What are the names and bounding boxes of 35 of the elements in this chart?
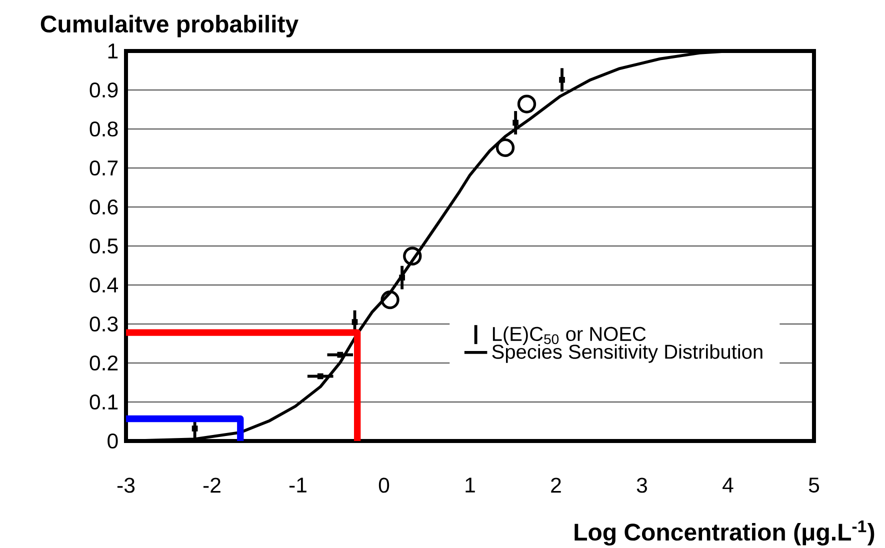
- point: [352, 319, 358, 325]
- point: [192, 426, 198, 432]
- y-tick-label: 0.7: [90, 160, 118, 176]
- y-tick-label: 0.5: [90, 238, 118, 254]
- y-axis-title: Cumulaitve probability: [40, 14, 298, 38]
- x-tick-label: 5: [808, 478, 820, 493]
- x-tick-label: 0: [378, 478, 390, 493]
- point: [496, 138, 515, 158]
- legend-label: Species Sensitivity Distribution: [492, 344, 762, 363]
- legend-label: L(E)C$_{50}$ or NOEC: [492, 326, 646, 345]
- x-tick-label: 4: [722, 478, 734, 492]
- y-tick-label: 0.1: [90, 394, 118, 410]
- point: [403, 246, 422, 266]
- x-tick-label: -1: [289, 478, 306, 492]
- y-tick-label: 0.3: [90, 316, 118, 332]
- y-tick-label: 0.6: [90, 199, 118, 215]
- point: [559, 76, 565, 83]
- x-axis-title: Log Concentration (μg.L$^{-1}$): [574, 520, 874, 546]
- x-tick-label: -2: [203, 478, 220, 493]
- x-tick-label: 2: [551, 478, 561, 493]
- point: [512, 120, 519, 126]
- y-tick-label: 0.2: [90, 355, 118, 371]
- x-tick-label: -3: [117, 478, 135, 493]
- point: [337, 352, 344, 358]
- y-tick-label: 0.9: [90, 82, 118, 98]
- y-tick-label: 0.8: [90, 121, 118, 137]
- x-tick-label: 3: [636, 478, 647, 493]
- point: [399, 274, 405, 281]
- y-tick-label: 1: [108, 44, 118, 58]
- y-tick-label: 0.4: [90, 277, 118, 293]
- x-tick-label: 1: [466, 478, 475, 492]
- point: [380, 290, 400, 310]
- point: [517, 94, 536, 114]
- y-tick-label: 0: [108, 433, 118, 449]
- point: [317, 373, 324, 380]
